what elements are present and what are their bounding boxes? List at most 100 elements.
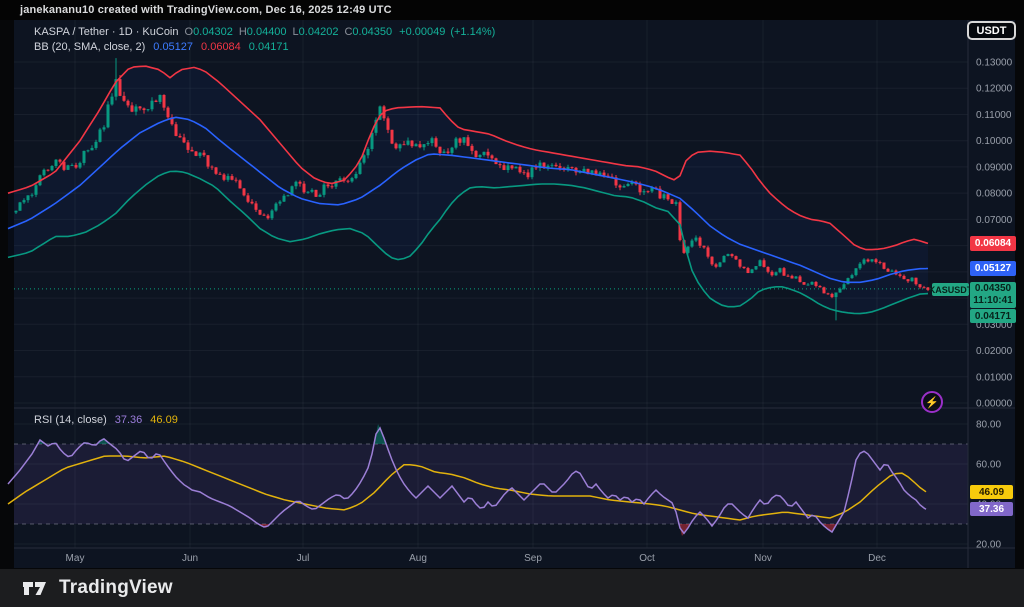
candle-body [15,211,18,213]
candle-body [391,130,394,144]
candle-body [279,202,282,204]
candle-body [51,166,54,170]
candle-body [411,141,414,147]
candle-body [407,141,410,145]
candle-body [307,192,310,193]
candle-body [455,138,458,147]
footer-brand-bar: TradingView [0,569,1024,607]
symbol-title: KASPA / Tether · 1D · KuCoin [34,26,179,38]
candle-body [695,238,698,241]
rsi-label: RSI (14, close) [34,414,107,426]
candle-body [807,285,810,286]
candle-body [35,185,38,195]
brand-name[interactable]: TradingView [59,577,173,599]
candle-body [903,276,906,279]
lightning-icon: ⚡ [925,396,939,409]
candle-body [847,278,850,284]
candle-body [487,152,490,156]
candle-body [319,195,322,197]
candle-body [31,195,34,196]
low-value: 0.04202 [299,26,339,38]
candle-body [423,144,426,147]
bb-legend-row: BB (20, SMA, close, 2)0.051270.060840.04… [34,40,495,55]
candle-body [667,194,670,199]
candle-body [867,259,870,261]
candle-body [499,164,502,165]
price-axis-label: 0.08000 [976,189,1013,200]
candle-body [199,153,202,156]
candle-body [907,279,910,281]
candle-body [167,108,170,118]
candle-body [787,276,790,277]
last-price-value: 0.04350 [975,283,1011,295]
candle-body [519,167,522,172]
candle-body [259,210,262,215]
candle-body [151,101,154,110]
candle-body [739,259,742,266]
candle-body [299,182,302,184]
bb-basis-axis-badge: 0.05127 [970,261,1016,276]
candle-body [71,165,74,166]
candle-body [415,144,418,146]
candle-body [27,195,30,200]
bb-label: BB (20, SMA, close, 2) [34,41,145,53]
price-axis-label: 0.00000 [976,399,1013,410]
last-price-axis-badge: 0.04350 11:10:41 [970,282,1016,308]
candle-body [275,204,278,211]
candle-body [775,272,778,275]
candle-body [219,174,222,175]
candle-body [823,287,826,293]
time-axis-label: Sep [524,553,542,564]
price-axis-label: 0.02000 [976,346,1013,357]
candle-body [851,275,854,278]
candle-body [403,144,406,145]
candle-body [351,178,354,181]
currency-toggle-button[interactable]: USDT [967,21,1016,40]
candle-body [55,160,58,166]
price-chart-canvas[interactable]: 0.130000.120000.110000.100000.090000.080… [0,0,1024,607]
candle-body [303,184,306,193]
candle-body [791,276,794,279]
bb-upper-axis-badge: 0.06084 [970,236,1016,251]
symbol-axis-badge: KASUSDT [932,283,969,296]
candle-body [899,274,902,276]
candle-body [227,176,230,180]
rsi-legend[interactable]: RSI (14, close)37.3646.09 [34,413,178,427]
symbol-legend[interactable]: KASPA / Tether · 1D · KuCoinO0.04302H0.0… [34,25,495,55]
bb-upper-value: 0.06084 [201,41,241,53]
candle-body [555,165,558,166]
candle-body [439,147,442,153]
candle-body [779,268,782,272]
candle-body [647,191,650,192]
candle-body [919,284,922,287]
candle-body [431,138,434,143]
candle-body [491,155,494,158]
candle-body [255,203,258,209]
candle-body [355,174,358,178]
candle-body [235,180,238,181]
candle-body [263,215,266,216]
high-value: 0.04400 [247,26,287,38]
candle-body [879,262,882,263]
candle-body [571,167,574,168]
quick-trade-button[interactable]: ⚡ [921,391,943,413]
candle-body [47,170,50,171]
close-value: 0.04350 [352,26,392,38]
tradingview-logo-icon[interactable] [22,580,48,597]
candle-body [479,155,482,157]
candle-body [99,129,102,141]
candle-body [627,184,630,186]
time-axis-label: Aug [409,553,427,564]
candle-body [731,254,734,256]
candle-body [143,108,146,110]
candle-body [175,124,178,136]
bb-lower-axis-badge: 0.04171 [970,309,1016,323]
candle-body [131,105,134,111]
candle-body [159,95,162,102]
candle-body [831,294,834,297]
candle-body [247,195,250,201]
candle-body [139,106,142,108]
candle-body [811,282,814,285]
candle-body [95,142,98,148]
candle-body [251,202,254,204]
